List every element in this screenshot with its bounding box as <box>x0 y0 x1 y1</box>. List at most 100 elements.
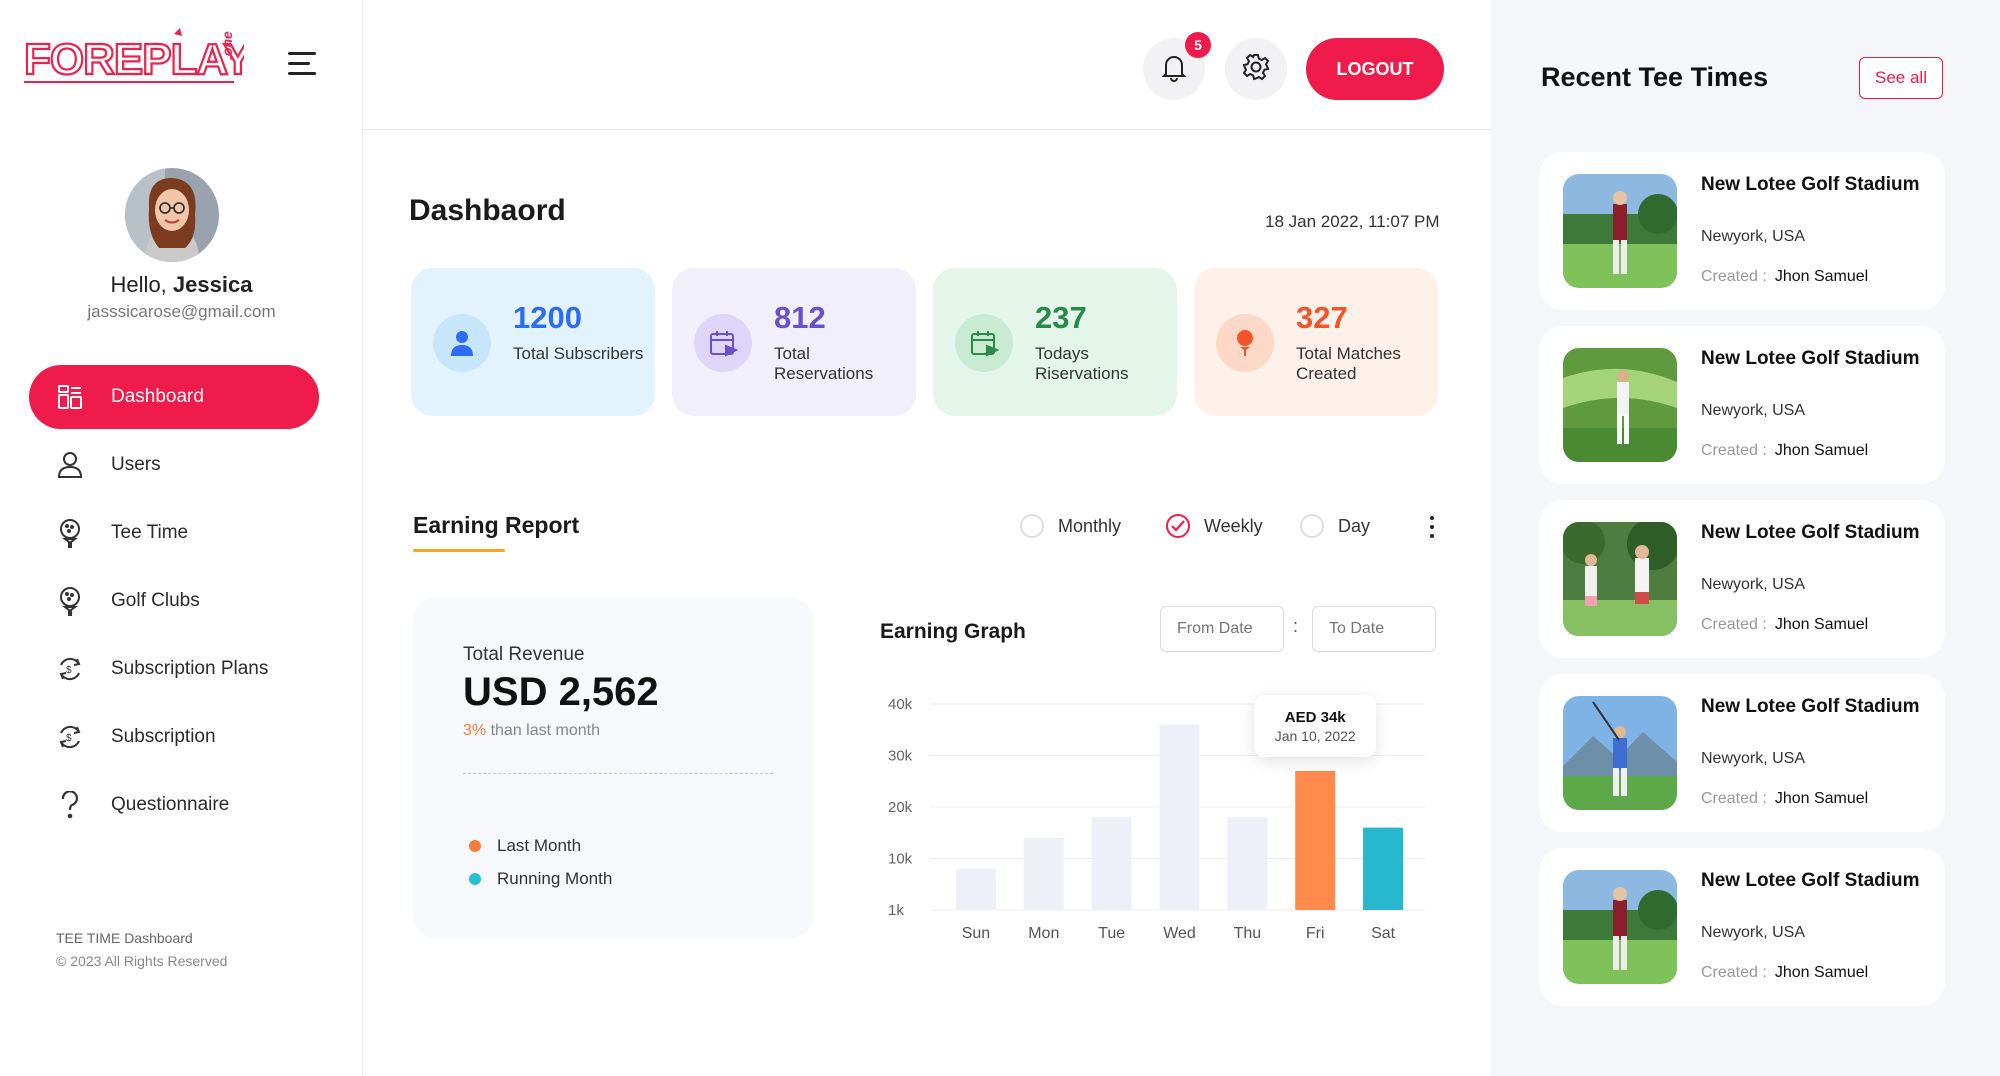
stat-card-todays-reservations[interactable]: 237 Todays Riservations <box>933 268 1177 416</box>
stat-value: 1200 <box>513 300 582 335</box>
sidebar-item-users[interactable]: Users <box>29 433 319 497</box>
revenue-value: USD 2,562 <box>463 670 659 714</box>
tee-time-location: Newyork, USA <box>1701 576 1806 593</box>
created-label: Created : <box>1701 790 1767 807</box>
tee-time-card[interactable]: New Lotee Golf Stadium Newyork, USA Crea… <box>1539 848 1945 1006</box>
legend-label: Last Month <box>497 836 582 855</box>
tee-time-created: Created : Jhon Samuel <box>1701 268 1868 286</box>
stat-label: Total Matches Created <box>1296 344 1401 383</box>
period-radio-weekly[interactable]: Weekly <box>1166 514 1263 538</box>
to-date-input[interactable] <box>1312 606 1436 652</box>
created-label: Created : <box>1701 616 1767 633</box>
stat-value: 812 <box>774 300 826 335</box>
sidebar-item-subscription-plans[interactable]: $ Subscription Plans <box>29 637 319 701</box>
bar-thu[interactable] <box>1227 817 1268 910</box>
legend-last-month: Last Month <box>469 836 581 856</box>
x-tick-label: Sat <box>1371 925 1396 942</box>
tee-time-photo <box>1563 696 1677 810</box>
bar-tue[interactable] <box>1091 817 1132 910</box>
legend-label: Running Month <box>497 869 613 888</box>
bar-sat[interactable] <box>1363 827 1404 910</box>
tee-time-name: New Lotee Golf Stadium <box>1701 696 1920 717</box>
x-tick-label: Fri <box>1306 925 1325 942</box>
tee-time-card[interactable]: New Lotee Golf Stadium Newyork, USA Crea… <box>1539 152 1945 310</box>
legend-dot <box>469 840 481 852</box>
stat-card-reservations[interactable]: 812 Total Reservations <box>672 268 916 416</box>
golf-ball-tee-icon <box>1216 314 1274 372</box>
bar-wed[interactable] <box>1159 724 1200 910</box>
user-icon <box>55 450 85 480</box>
revenue-change-text: than last month <box>486 722 600 739</box>
y-tick-label: 10k <box>888 851 913 868</box>
tee-time-photo <box>1563 348 1677 462</box>
stat-value: 327 <box>1296 300 1348 335</box>
stat-label: Total Reservations <box>774 344 874 383</box>
notifications-button[interactable]: 5 <box>1143 32 1211 100</box>
current-datetime: 18 Jan 2022, 11:07 PM <box>1265 212 1440 231</box>
total-revenue-card: Total Revenue USD 2,562 3% than last mon… <box>413 598 813 938</box>
menu-toggle-icon[interactable] <box>288 52 316 76</box>
svg-text:$: $ <box>66 733 72 744</box>
question-icon <box>55 790 85 820</box>
created-by: Jhon Samuel <box>1774 616 1869 633</box>
y-tick-label: 30k <box>888 748 913 765</box>
created-by: Jhon Samuel <box>1774 442 1869 459</box>
sidebar-item-subscription[interactable]: $ Subscription <box>29 705 319 769</box>
subscription-cycle-icon: $ <box>55 722 85 752</box>
period-radio-monthly[interactable]: Monthly <box>1020 514 1121 538</box>
tee-time-name: New Lotee Golf Stadium <box>1701 870 1920 891</box>
tee-time-created: Created : Jhon Samuel <box>1701 790 1868 808</box>
stat-card-matches[interactable]: 327 Total Matches Created <box>1194 268 1438 416</box>
sidebar: FOREPLAY .one Hello, Jessica jasssicaros… <box>0 0 363 1076</box>
earning-bar-chart: 40k 30k 20k 10k 1k Sun Mon Tue Wed Thu Fri Sat <box>880 682 1440 952</box>
brand-logo[interactable]: FOREPLAY .one <box>23 26 254 90</box>
bar-mon[interactable] <box>1023 837 1064 910</box>
tooltip-date: Jan 10, 2022 <box>1274 727 1356 744</box>
bar-sun[interactable] <box>955 868 996 910</box>
from-date-input[interactable] <box>1160 606 1284 652</box>
greeting-text: Hello, <box>110 272 167 297</box>
sidebar-item-dashboard[interactable]: Dashboard <box>29 365 319 429</box>
tee-time-photo <box>1563 174 1677 288</box>
more-options-icon[interactable] <box>1427 514 1437 540</box>
chart-tooltip: AED 34k Jan 10, 2022 <box>1254 694 1377 757</box>
sidebar-item-golf-clubs[interactable]: Golf Clubs <box>29 569 319 633</box>
logout-button[interactable]: LOGOUT <box>1306 38 1444 100</box>
radio-label: Weekly <box>1204 515 1263 536</box>
stat-card-subscribers[interactable]: 1200 Total Subscribers <box>411 268 655 416</box>
sidebar-item-label: Users <box>111 454 161 475</box>
settings-button[interactable] <box>1225 38 1287 100</box>
sidebar-item-label: Dashboard <box>111 386 204 407</box>
top-bar: 5 LOGOUT <box>363 0 1491 130</box>
golf-ball-tee-icon <box>55 518 85 548</box>
svg-text:FOREPLAY: FOREPLAY <box>24 35 244 84</box>
tee-time-name: New Lotee Golf Stadium <box>1701 348 1920 369</box>
sidebar-item-label: Questionnaire <box>111 794 230 815</box>
tee-time-card[interactable]: New Lotee Golf Stadium Newyork, USA Crea… <box>1539 326 1945 484</box>
sidebar-item-label: Subscription <box>111 726 216 747</box>
x-tick-label: Mon <box>1028 925 1059 942</box>
sidebar-item-label: Golf Clubs <box>111 590 200 611</box>
tee-time-card[interactable]: New Lotee Golf Stadium Newyork, USA Crea… <box>1539 500 1945 658</box>
user-icon <box>433 314 491 372</box>
tee-time-card[interactable]: New Lotee Golf Stadium Newyork, USA Crea… <box>1539 674 1945 832</box>
legend-dot <box>469 873 481 885</box>
period-radio-day[interactable]: Day <box>1300 514 1370 538</box>
sidebar-item-questionnaire[interactable]: Questionnaire <box>29 773 319 837</box>
y-tick-label: 1k <box>888 902 904 919</box>
tee-time-photo <box>1563 522 1677 636</box>
bell-icon <box>1159 52 1189 87</box>
dashboard-icon <box>55 382 85 412</box>
created-by: Jhon Samuel <box>1774 964 1869 981</box>
radio-label: Monthly <box>1058 515 1122 536</box>
earning-report-underline <box>413 549 505 552</box>
see-all-button[interactable]: See all <box>1859 57 1943 99</box>
sidebar-item-tee-time[interactable]: Tee Time <box>29 501 319 565</box>
created-label: Created : <box>1701 964 1767 981</box>
revenue-change-pct: 3% <box>463 722 487 739</box>
svg-text:.one: .one <box>219 31 235 60</box>
tee-time-name: New Lotee Golf Stadium <box>1701 174 1920 195</box>
bar-fri[interactable] <box>1295 770 1336 910</box>
created-label: Created : <box>1701 268 1767 285</box>
tooltip-value: AED 34k <box>1284 708 1346 726</box>
